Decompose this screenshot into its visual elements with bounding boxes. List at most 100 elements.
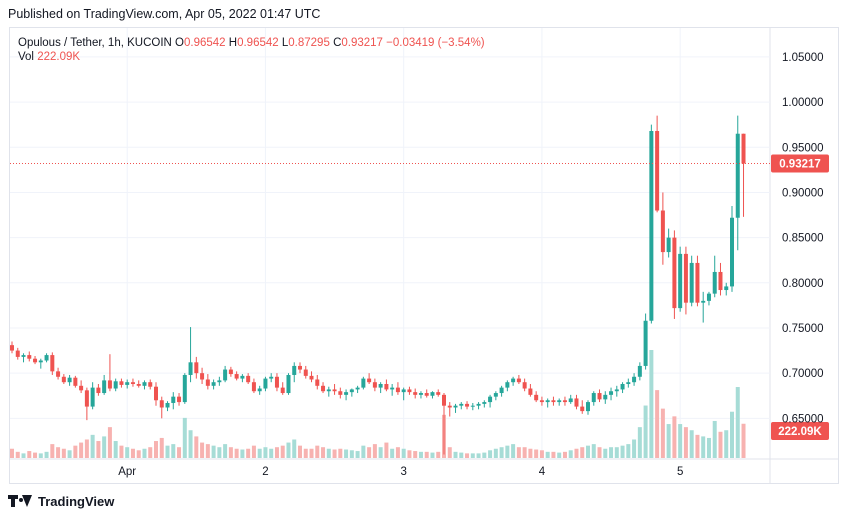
x-tick-label: 5 — [677, 466, 683, 478]
candle-body — [38, 360, 43, 363]
y-tick-label: 0.65000 — [782, 413, 824, 425]
candle — [378, 382, 383, 394]
candle — [367, 373, 372, 385]
candle-body — [27, 355, 32, 359]
candle — [309, 371, 314, 383]
candle — [655, 115, 660, 213]
volume-bar — [344, 449, 349, 458]
volume-bar — [418, 451, 423, 458]
volume-bar — [401, 448, 406, 458]
candle — [205, 374, 210, 390]
candle — [447, 402, 452, 417]
candle — [171, 392, 176, 410]
candle-body — [430, 392, 435, 396]
candle — [102, 374, 107, 395]
volume-bar — [395, 447, 400, 458]
volume-bar — [326, 448, 331, 458]
volume-bar — [223, 444, 228, 458]
candle — [119, 378, 124, 388]
y-tick-label: 0.80000 — [782, 278, 824, 290]
low-value: 0.87295 — [288, 37, 330, 49]
y-tick-label: 0.70000 — [782, 368, 824, 380]
candle — [424, 389, 429, 398]
candle-body — [516, 378, 521, 383]
candle — [194, 356, 199, 379]
candle — [735, 115, 740, 251]
volume-bar — [61, 448, 66, 458]
candle-body — [620, 384, 625, 390]
volume-bar — [165, 445, 170, 458]
x-tick-label: 2 — [262, 466, 268, 478]
candle-body — [355, 387, 360, 390]
candle-body — [194, 362, 199, 374]
volume-bar — [447, 447, 452, 458]
volume-bar — [234, 448, 239, 458]
candle-body — [119, 381, 124, 385]
candle — [280, 382, 285, 395]
candle-body — [280, 387, 285, 394]
candle-body — [741, 133, 746, 164]
volume-bar — [649, 350, 654, 458]
candle-body — [493, 393, 498, 397]
candle-body — [79, 385, 84, 391]
candle-body — [154, 386, 158, 401]
candle — [568, 394, 573, 404]
candle-body — [165, 402, 170, 408]
candle — [228, 366, 233, 377]
candle — [96, 384, 101, 396]
candle — [211, 379, 216, 390]
candle-body — [84, 390, 89, 407]
candle — [465, 401, 470, 410]
candle — [632, 373, 637, 386]
volume-bar — [476, 453, 481, 458]
y-tick-label: 1.00000 — [782, 97, 824, 109]
y-tick-label: 0.90000 — [782, 187, 824, 199]
candle — [597, 389, 602, 403]
candle — [609, 387, 614, 401]
candle — [50, 352, 55, 375]
candle — [407, 386, 412, 395]
volume-bar — [562, 451, 567, 458]
volume-bar — [413, 451, 418, 458]
candle — [545, 398, 550, 408]
candle-body — [159, 400, 164, 408]
candle-body — [15, 350, 20, 357]
candle-body — [257, 388, 262, 392]
candle-body — [465, 403, 470, 407]
candle — [528, 384, 533, 397]
candle — [476, 402, 481, 410]
candle — [274, 373, 279, 392]
volume-bar — [499, 447, 504, 458]
volume-bar — [568, 450, 573, 458]
candle — [240, 374, 245, 383]
volume-bar — [119, 445, 124, 458]
candle — [21, 353, 26, 363]
volume-bar — [609, 447, 614, 458]
candle-body — [211, 382, 216, 386]
candle-body — [263, 378, 268, 389]
volume-bar — [338, 448, 343, 458]
footer-brand[interactable]: TradingView — [8, 494, 114, 509]
candle-body — [586, 402, 590, 412]
candle-body — [447, 405, 452, 408]
x-tick-label: 3 — [400, 466, 406, 478]
candle — [234, 371, 239, 381]
candle — [349, 388, 354, 397]
candle-body — [482, 402, 487, 404]
candle — [303, 365, 308, 379]
candle-body — [488, 396, 493, 403]
candle-body — [367, 378, 372, 383]
candle — [125, 379, 130, 389]
y-tick-label: 0.75000 — [782, 323, 824, 335]
volume-series — [10, 350, 746, 458]
volume-bar — [303, 448, 308, 458]
volume-bar — [545, 451, 550, 458]
candle — [453, 403, 458, 413]
candle-body — [632, 376, 637, 383]
volume-bar — [695, 434, 700, 458]
candle-body — [424, 393, 429, 396]
candle — [551, 396, 556, 406]
candle-body — [499, 387, 504, 394]
volume-bar — [372, 444, 377, 458]
